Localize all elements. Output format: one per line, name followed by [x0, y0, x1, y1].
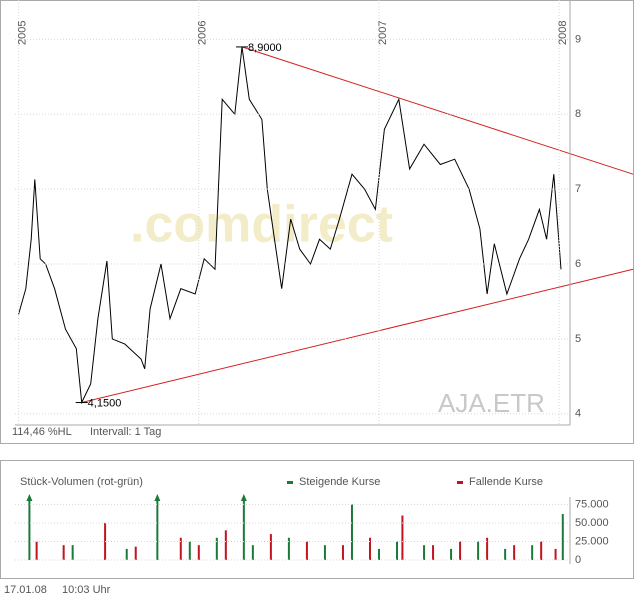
volume-bar [450, 548, 453, 560]
volume-bar [269, 534, 272, 560]
volume-title: Stück-Volumen (rot-grün) [20, 476, 143, 488]
y-tick-label: 6 [575, 258, 581, 270]
y-tick-label: 75.000 [575, 498, 609, 510]
y-tick-label: 25.000 [575, 535, 609, 547]
volume-bar [224, 530, 227, 560]
watermark: .comdirect [130, 196, 393, 254]
volume-bar [561, 514, 564, 560]
price-panel [0, 0, 634, 444]
y-tick-label: 9 [575, 33, 581, 45]
y-tick-label: 5 [575, 333, 581, 345]
volume-bar [377, 548, 380, 560]
volume-bar [197, 545, 200, 560]
overflow-arrow [26, 494, 33, 501]
volume-bar [486, 537, 489, 560]
footer-time: 10:03 Uhr [62, 584, 111, 596]
volume-bar [28, 497, 31, 560]
volume-bar [368, 537, 371, 560]
symbol: AJA.ETR [438, 388, 545, 418]
volume-bar [156, 497, 159, 560]
y-tick-label: 0 [575, 554, 581, 566]
volume-bar [251, 545, 254, 560]
volume-bar [35, 541, 38, 560]
legend-label: Fallende Kurse [469, 476, 543, 488]
volume-bar [125, 548, 128, 560]
volume-bar [459, 541, 462, 560]
footer-date: 17.01.08 [4, 584, 47, 596]
volume-bar [350, 504, 353, 560]
volume-bar [305, 541, 308, 560]
x-tick-label: 2006 [197, 21, 209, 45]
volume-bar [188, 541, 191, 560]
x-tick-label: 2005 [17, 21, 29, 45]
y-tick-label: 50.000 [575, 517, 609, 529]
volume-bar [71, 545, 74, 560]
volume-bar [134, 546, 137, 560]
volume-bar [401, 515, 404, 560]
overflow-arrow [240, 494, 247, 501]
info-label: Intervall: 1 Tag [90, 426, 161, 438]
annotation: 8,9000 [248, 42, 282, 54]
price-plot [18, 46, 634, 405]
price-line [18, 46, 562, 405]
x-tick-label: 2007 [377, 21, 389, 45]
volume-bar [341, 545, 344, 560]
legend-label: Steigende Kurse [299, 476, 380, 488]
volume-bar [215, 537, 218, 560]
volume-bar [477, 541, 480, 560]
y-tick-label: 8 [575, 108, 581, 120]
volume-bar [396, 541, 399, 560]
overflow-arrow [154, 494, 161, 501]
info-label: 114,46 %HL [12, 426, 72, 438]
volume-bar [423, 545, 426, 560]
y-tick-label: 4 [575, 408, 581, 420]
volume-bar [287, 537, 290, 560]
annotation: 4,1500 [88, 397, 122, 409]
volume-bar [540, 541, 543, 560]
volume-bar [554, 548, 557, 560]
volume-bar [323, 545, 326, 560]
volume-bar [432, 545, 435, 560]
volume-bar [179, 537, 182, 560]
volume-bar [531, 545, 534, 560]
volume-bar [504, 548, 507, 560]
volume-bar [242, 497, 245, 560]
trend-line [241, 46, 634, 175]
x-tick-label: 2008 [557, 21, 569, 45]
legend-swatch [457, 481, 463, 484]
legend-swatch [287, 481, 293, 484]
y-tick-label: 7 [575, 183, 581, 195]
volume-bar [513, 545, 516, 560]
trend-line [81, 268, 634, 404]
volume-bar [62, 545, 65, 560]
